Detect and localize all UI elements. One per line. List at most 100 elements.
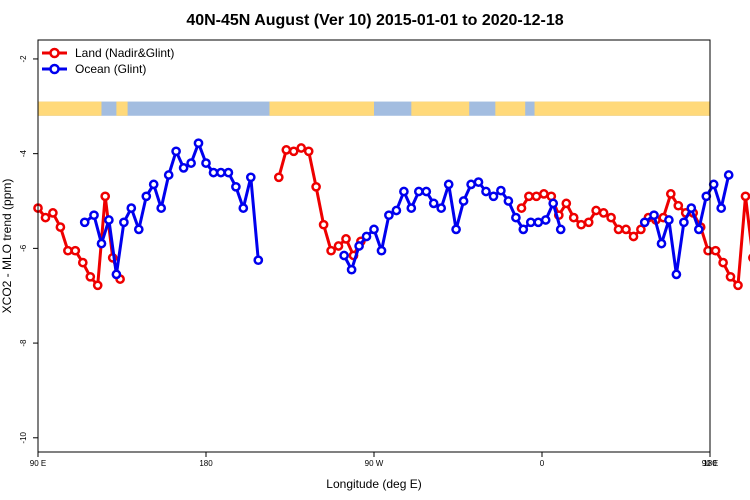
series-1-point-1-13 <box>436 203 447 213</box>
series-0-point-2-3 <box>539 189 549 199</box>
series-0-point-2-25 <box>703 245 713 256</box>
strip-land-2 <box>269 101 374 116</box>
series-0-point-1-3 <box>296 143 307 153</box>
series-1-point-0-8 <box>141 191 152 202</box>
series-1-point-0-16 <box>201 158 211 168</box>
y-tick-label-3: -8 <box>19 339 28 347</box>
series-0-point-0-8 <box>92 280 103 291</box>
series-1-point-0-6 <box>126 203 137 213</box>
series-1-point-2-10 <box>716 203 727 213</box>
legend-entry-land: Land (Nadir&Glint) <box>42 46 174 60</box>
x-tick-label-extra: 180 <box>703 459 717 468</box>
series-1-point-1-16 <box>458 196 469 206</box>
x-axis-label: Longitude (deg E) <box>326 477 421 491</box>
series-0-point-2-28 <box>725 271 736 282</box>
chart-title: 40N-45N August (Ver 10) 2015-01-01 to 20… <box>186 12 563 29</box>
series-0-point-1-1 <box>281 145 292 155</box>
x-tick-label-0: 90 E <box>30 459 46 468</box>
series-0-point-2-7 <box>568 212 579 223</box>
y-tick-label-1: -4 <box>19 150 28 158</box>
series-0-point-2-1 <box>524 191 534 202</box>
series-1-point-1-8 <box>399 186 409 197</box>
legend-marker-ocean <box>49 63 60 75</box>
series-0-point-0-2 <box>48 208 58 218</box>
series-0-point-2-16 <box>636 224 646 235</box>
x-tick-label-2: 90 W <box>365 459 384 468</box>
series-1-point-1-7 <box>391 205 402 216</box>
series-1-point-1-18 <box>473 177 484 187</box>
x-tick-label-3: 0 <box>540 459 545 468</box>
series-0-point-2-11 <box>598 208 609 218</box>
series-1-point-0-10 <box>156 203 167 213</box>
series-1-point-0-19 <box>223 167 234 178</box>
series-1-point-0-5 <box>119 217 129 228</box>
series-0-point-0-7 <box>85 271 96 282</box>
series-1-point-0-1 <box>89 210 99 221</box>
series-0-point-0-1 <box>40 212 51 223</box>
series-0-point-0-3 <box>55 222 66 232</box>
series-1-point-1-28 <box>548 198 559 209</box>
series-1-point-0-7 <box>133 224 144 235</box>
series-1-point-1-9 <box>406 203 417 213</box>
legend-entry-ocean: Ocean (Glint) <box>42 62 146 76</box>
series-1-point-1-1 <box>346 264 357 275</box>
series-0-point-2-27 <box>718 257 728 268</box>
series-1-point-0-4 <box>111 269 122 280</box>
series-0-point-2-12 <box>606 212 616 223</box>
legend: Land (Nadir&Glint) Ocean (Glint) <box>42 46 174 76</box>
series-1-point-0-17 <box>208 167 219 178</box>
series-1-point-1-27 <box>540 215 551 225</box>
series-0-point-2-8 <box>576 219 587 230</box>
series-0-point-2-15 <box>628 231 639 242</box>
series-1-point-1-10 <box>413 186 424 197</box>
series-0-point-1-8 <box>333 241 344 251</box>
legend-label-land: Land (Nadir&Glint) <box>75 46 174 60</box>
series-1-point-1-6 <box>384 210 394 221</box>
x-tick-label-1: 180 <box>199 459 213 468</box>
series-0-point-2-10 <box>591 205 601 216</box>
series-0-point-2-0 <box>516 203 527 213</box>
strip-land-4 <box>495 101 526 116</box>
series-0-point-2-26 <box>710 245 721 256</box>
series-1-point-2-5 <box>679 217 689 228</box>
series-0-point-2-6 <box>561 198 572 209</box>
series-1-point-1-11 <box>421 186 432 197</box>
y-tick-label-4: -10 <box>19 431 28 443</box>
series-1-point-0-15 <box>193 138 204 149</box>
series-1-point-2-9 <box>708 179 719 190</box>
strip-land-3 <box>411 101 470 116</box>
x-tick-label-4: 90 E <box>702 459 718 468</box>
series-1-point-2-4 <box>671 269 682 280</box>
series-0-point-2-2 <box>531 191 542 202</box>
legend-label-ocean: Ocean (Glint) <box>75 62 146 76</box>
legend-marker-land <box>49 47 60 59</box>
series-1-point-0-3 <box>104 215 114 225</box>
y-tick-label-2: -6 <box>19 244 28 252</box>
series-0-point-2-14 <box>621 224 631 235</box>
series-1 <box>79 138 734 280</box>
series-1-point-1-21 <box>496 185 506 196</box>
series-1-point-2-8 <box>701 191 712 202</box>
series-0-point-1-6 <box>318 219 329 230</box>
series-1-point-1-25 <box>525 217 536 228</box>
series-0-point-2-20 <box>665 189 676 199</box>
series-1-point-0-12 <box>171 146 181 157</box>
series-1-point-1-24 <box>518 224 529 235</box>
series-1-point-1-19 <box>481 186 491 197</box>
series-1-point-1-22 <box>503 196 514 206</box>
series-1-point-1-23 <box>511 212 521 223</box>
strip-land-1 <box>116 101 128 116</box>
series-1-point-0-9 <box>148 179 159 190</box>
series-1-point-1-2 <box>354 241 364 251</box>
series-0-point-0-5 <box>70 245 81 256</box>
series-1-point-2-0 <box>639 217 650 228</box>
series-1-point-1-14 <box>443 179 454 190</box>
series-1-point-1-3 <box>361 231 372 242</box>
series-1-point-1-26 <box>533 217 544 228</box>
series-1-point-1-0 <box>339 250 349 261</box>
series-0-point-1-0 <box>273 172 284 183</box>
strip-land-5 <box>534 101 710 116</box>
